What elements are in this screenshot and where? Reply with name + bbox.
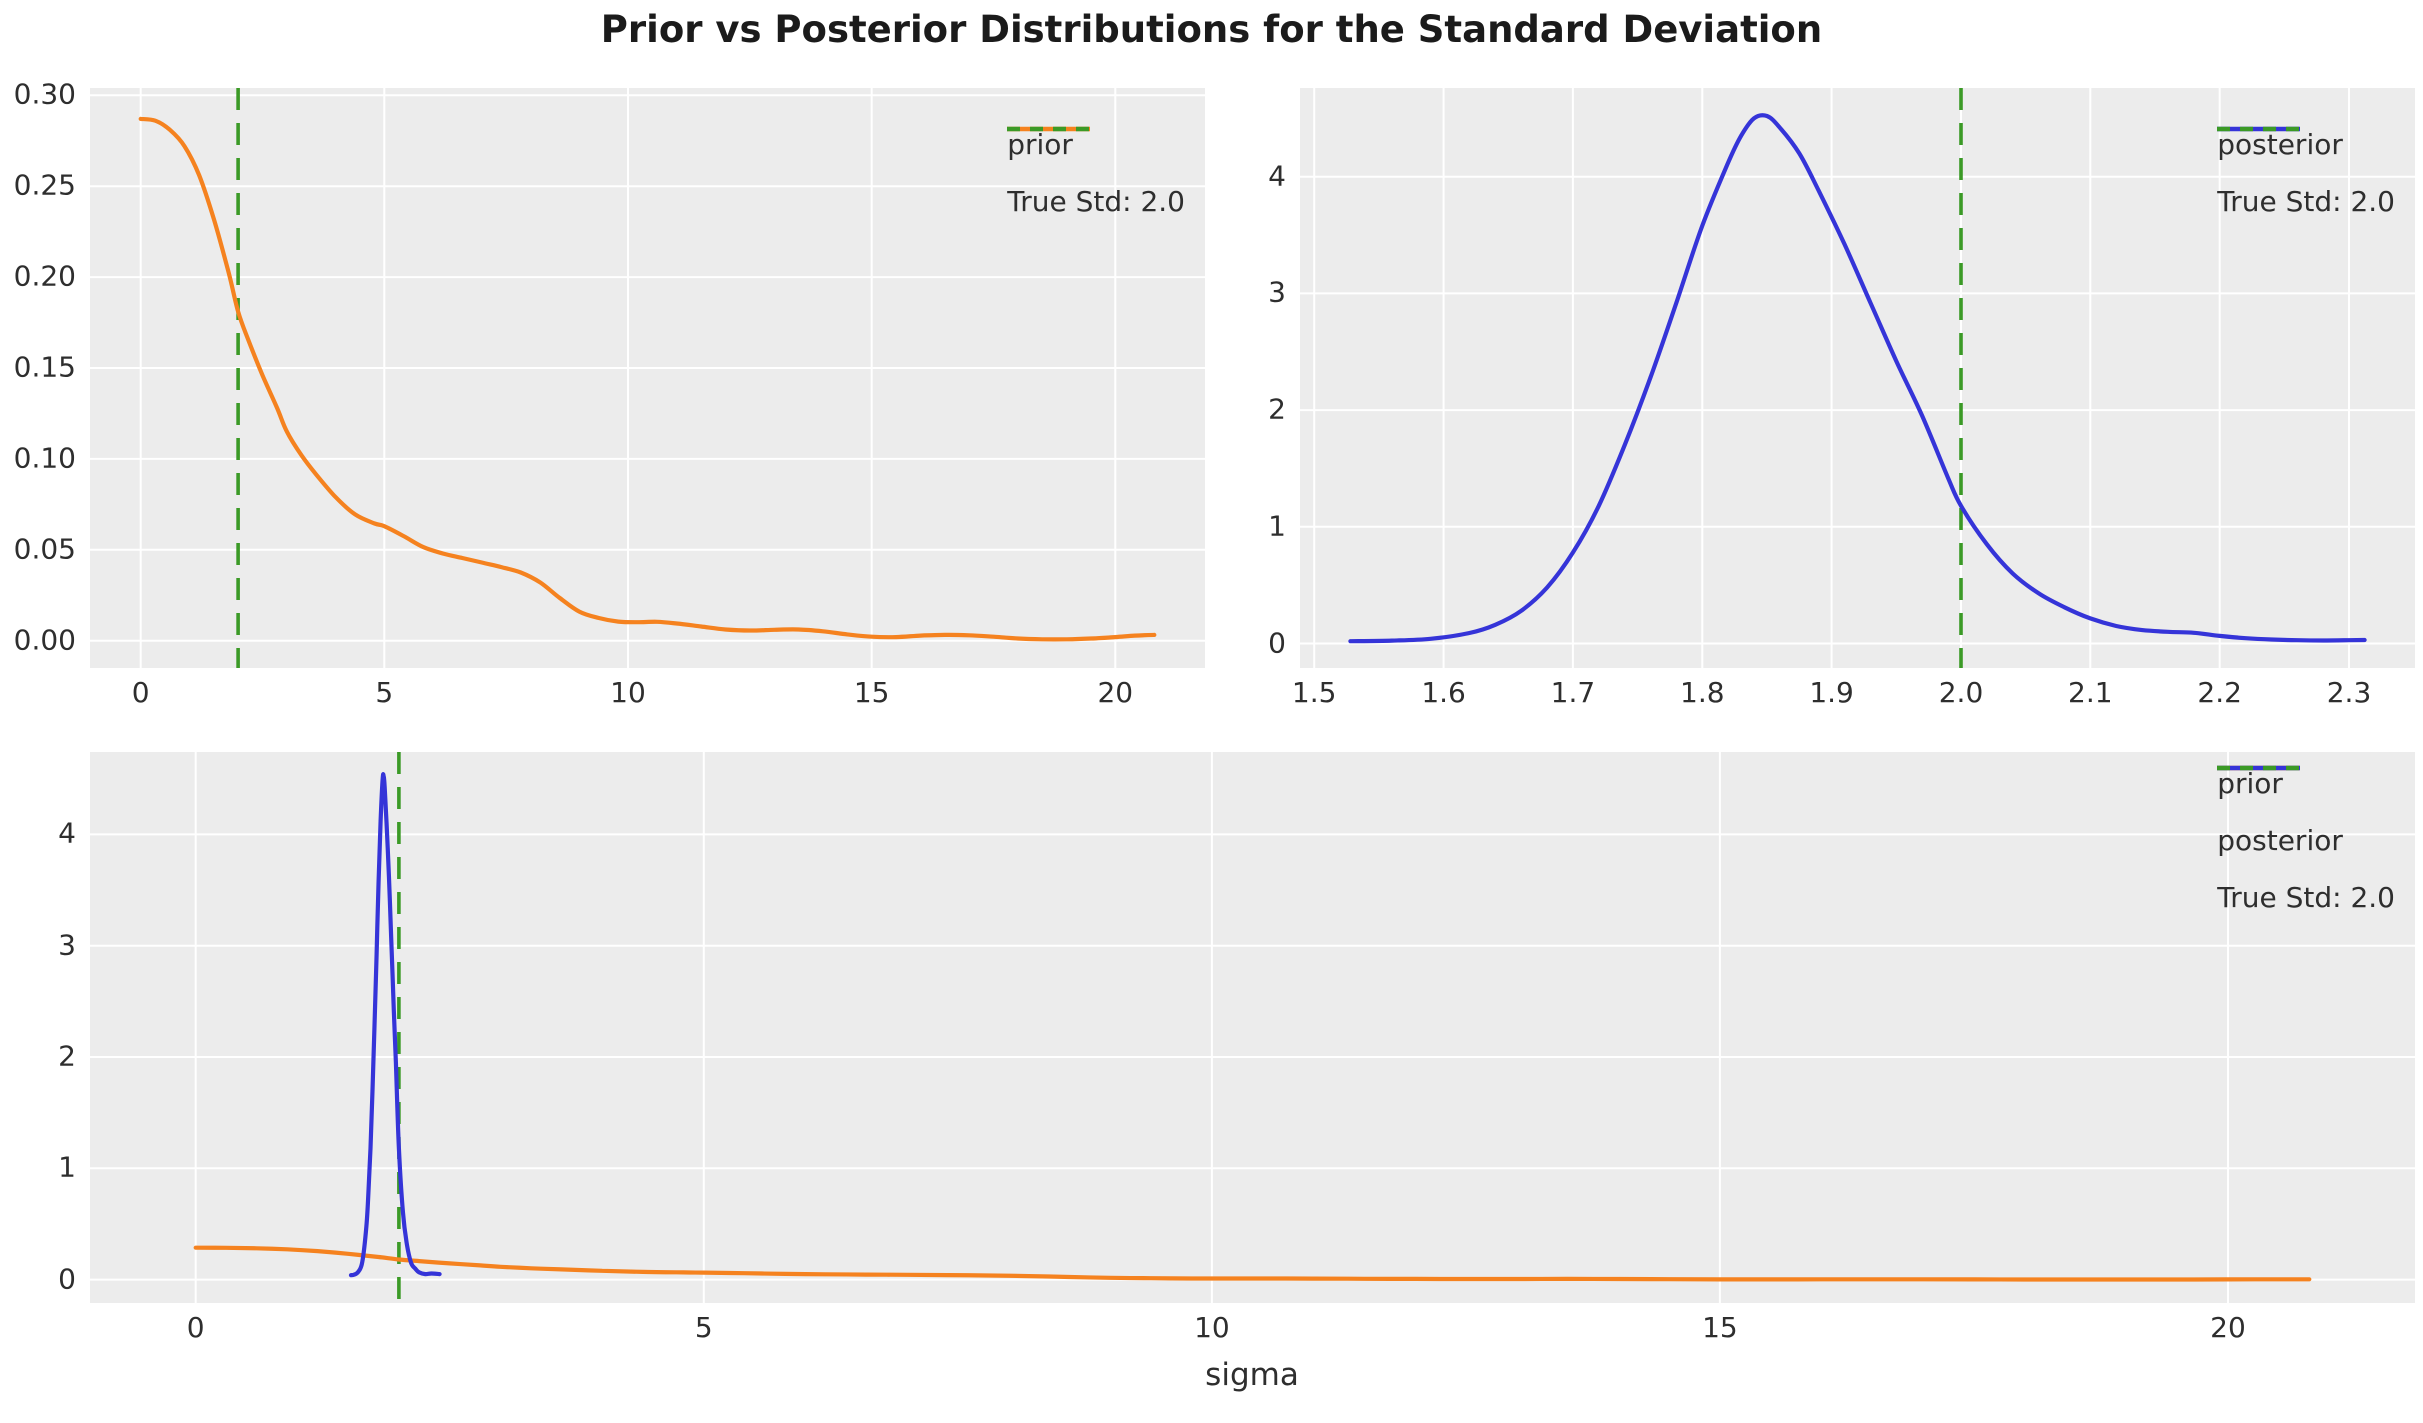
x-tick-label: 2.2 [2197, 676, 2242, 709]
x-tick-label: 15 [853, 676, 890, 709]
legend-label: posterior [2217, 823, 2343, 857]
y-tick-label: 4 [1268, 159, 1286, 193]
x-tick-label: 5 [694, 1311, 713, 1344]
y-tick-label: 0.25 [13, 168, 76, 202]
prior-curve [138, 116, 1157, 642]
dashed-line-sample-icon [1007, 126, 1091, 132]
y-tick-label: 3 [1268, 275, 1286, 309]
x-tick-label: 10 [1194, 1311, 1230, 1344]
x-tick-label: 1.6 [1421, 676, 1466, 709]
legend-label: prior [1007, 127, 1073, 161]
x-tick-label: 0 [186, 1311, 205, 1344]
prior-plot-canvas [90, 88, 1205, 668]
y-tick-label: 0.15 [13, 350, 76, 384]
x-tick-label: 1.7 [1550, 676, 1596, 709]
x-tick-label: 2.1 [2068, 676, 2113, 709]
legend-label: True Std: 2.0 [2217, 880, 2395, 914]
legend-item-prior: prior [1007, 125, 1185, 163]
legend: posterior True Std: 2.0 [2217, 125, 2395, 220]
y-tick-label: 0.10 [13, 441, 76, 475]
x-tick-label: 2.0 [1938, 676, 1984, 709]
plot-background [1300, 88, 2415, 668]
y-tick-label: 0.20 [13, 259, 76, 293]
legend-label: True Std: 2.0 [1007, 184, 1185, 218]
x-tick-label: 1.5 [1291, 676, 1337, 709]
x-tick-label: 1.8 [1680, 676, 1725, 709]
posterior-subplot: 1.5 1.6 1.7 1.8 1.9 2.0 2.1 2.2 2.3 0 1 2 3 4 posterio… [1268, 88, 2415, 708]
x-tick-label: 10 [610, 676, 646, 709]
plot-background [90, 752, 2415, 1303]
legend-item-true_std: True Std: 2.0 [2217, 126, 2395, 220]
x-tick-label: 2.3 [2326, 676, 2372, 709]
y-tick-label: 2 [58, 1039, 76, 1073]
posterior-plot-canvas [1300, 88, 2415, 668]
x-tick-label: 1.9 [1809, 676, 1854, 709]
posterior-curve [348, 772, 442, 1278]
legend-label: prior [2217, 766, 2283, 800]
x-tick-label: 15 [1702, 1311, 1738, 1344]
y-tick-label: 0.00 [13, 623, 76, 657]
dashed-line-sample-icon [2217, 126, 2301, 132]
legend-item-posterior: posterior [2217, 765, 2395, 859]
chart-title: Prior vs Posterior Distributions for the… [600, 8, 1823, 51]
x-tick-label: 20 [2210, 1311, 2246, 1344]
legend: prior True Std: 2.0 [1007, 125, 1185, 220]
prior-curve [193, 1245, 2312, 1282]
dashed-line-sample-icon [2217, 765, 2301, 771]
combined-subplot: 0 5 10 15 20 0 1 2 3 4 prior posterior True Std: 2.0 [58, 752, 2415, 1343]
prior-subplot: 0 5 10 15 20 0.00 0.05 0.10 0.15 0.20 0.25 0.30 prio… [14, 79, 1205, 708]
y-tick-label: 3 [58, 928, 76, 962]
y-tick-label: 4 [58, 816, 76, 850]
x-tick-label: 0 [131, 676, 150, 709]
y-tick-label: 0.30 [13, 77, 76, 111]
legend-item-true_std: True Std: 2.0 [2217, 765, 2395, 916]
y-tick-label: 1 [1268, 509, 1286, 543]
legend-item-posterior: posterior [2217, 125, 2395, 163]
legend-item-true_std: True Std: 2.0 [1007, 126, 1185, 220]
y-tick-label: 2 [1268, 392, 1286, 426]
legend-label: posterior [2217, 127, 2343, 161]
legend: prior posterior True Std: 2.0 [2217, 764, 2395, 916]
plot-background [90, 88, 1205, 668]
y-tick-label: 0 [1268, 626, 1286, 660]
combined-plot-canvas [90, 752, 2415, 1303]
y-tick-label: 0.05 [13, 532, 76, 566]
legend-label: True Std: 2.0 [2217, 184, 2395, 218]
posterior-curve [1348, 113, 2367, 644]
x-tick-label: 20 [1097, 676, 1134, 709]
y-tick-label: 1 [58, 1150, 76, 1184]
y-tick-label: 0 [58, 1262, 76, 1296]
x-tick-label: 5 [375, 676, 394, 709]
x-axis-label: sigma [1205, 1357, 1299, 1393]
